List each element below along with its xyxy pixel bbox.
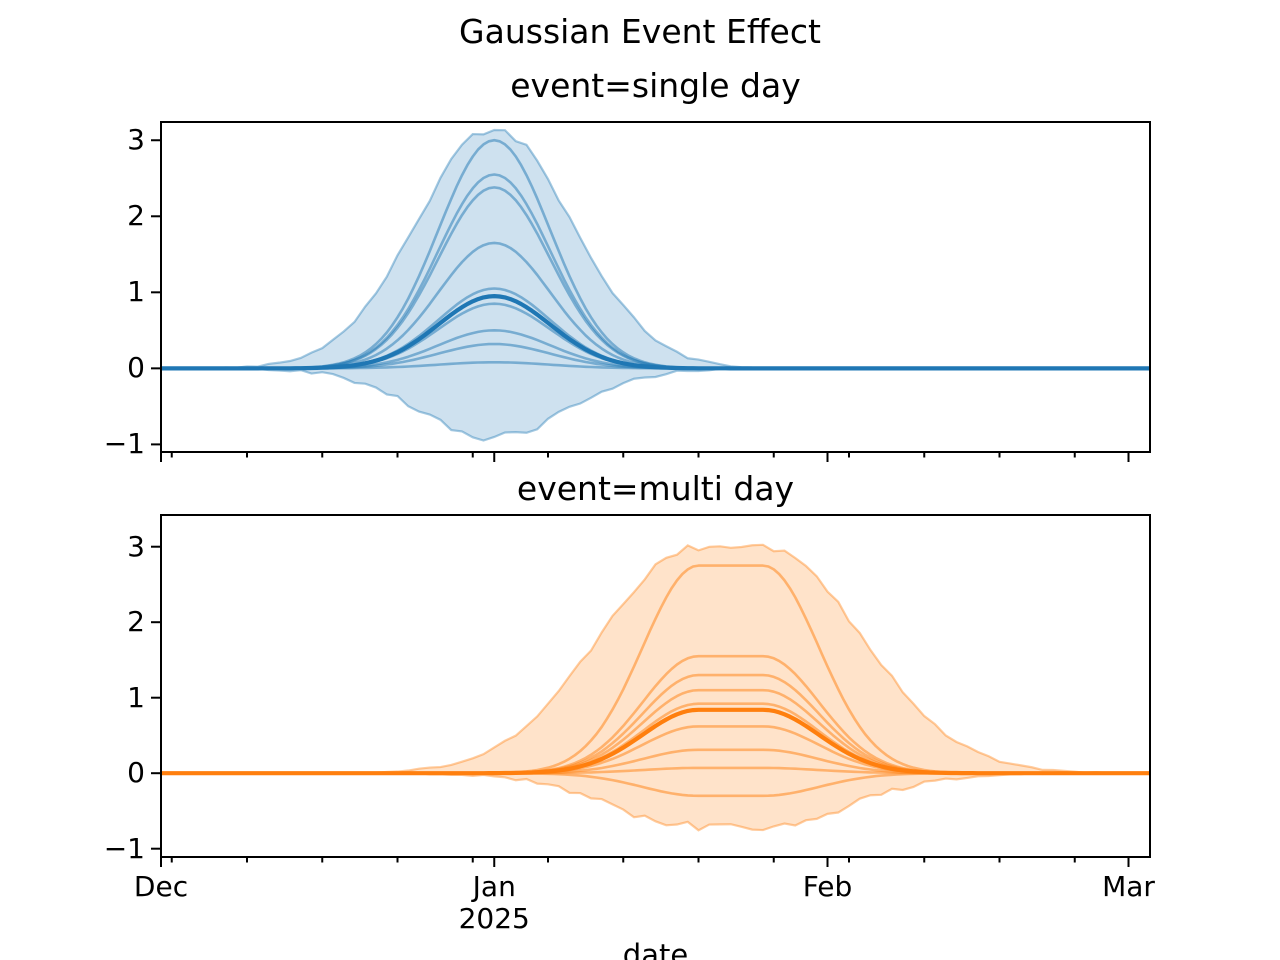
y-tick-label: −1 [103, 831, 145, 865]
axis-ticks [151, 139, 1130, 462]
x-tick-label-jan: Jan [472, 870, 516, 903]
y-tick-label: 1 [127, 275, 145, 309]
axes-spines [160, 514, 1151, 858]
y-tick-label: 1 [127, 680, 145, 714]
y-tick-label: 0 [127, 351, 145, 385]
x-tick-label-dec: Dec [133, 870, 189, 903]
x-tick-label-mar: Mar [1102, 870, 1155, 903]
subplot-title-single-day: event=single day [510, 66, 801, 105]
band-lower-edge [161, 367, 1150, 442]
subplot-title-multi-day: event=multi day [516, 469, 795, 508]
y-tick-label: 0 [127, 756, 145, 790]
sample-curve-0 [161, 138, 1150, 370]
y-tick-label: 2 [127, 199, 145, 233]
plot-area-single-day [161, 128, 1150, 442]
x-tick-year-label: 2025 [458, 902, 530, 935]
mean-effect-line [161, 707, 1150, 776]
y-tick-label: 2 [127, 605, 145, 639]
mean-effect-line [161, 294, 1150, 371]
axis-ticks [151, 545, 1130, 867]
y-tick-label: −1 [103, 427, 145, 461]
x-axis-label: date [622, 938, 689, 960]
band-upper-edge [161, 128, 1150, 370]
y-tick-label: 3 [127, 529, 145, 563]
figure-title: Gaussian Event Effect [459, 12, 821, 51]
plot-area-multi-day [161, 543, 1150, 832]
axes-spines [160, 121, 1151, 453]
x-tick-label-feb: Feb [802, 870, 853, 903]
y-tick-label: 3 [127, 123, 145, 157]
uncertainty-band [161, 130, 1150, 441]
